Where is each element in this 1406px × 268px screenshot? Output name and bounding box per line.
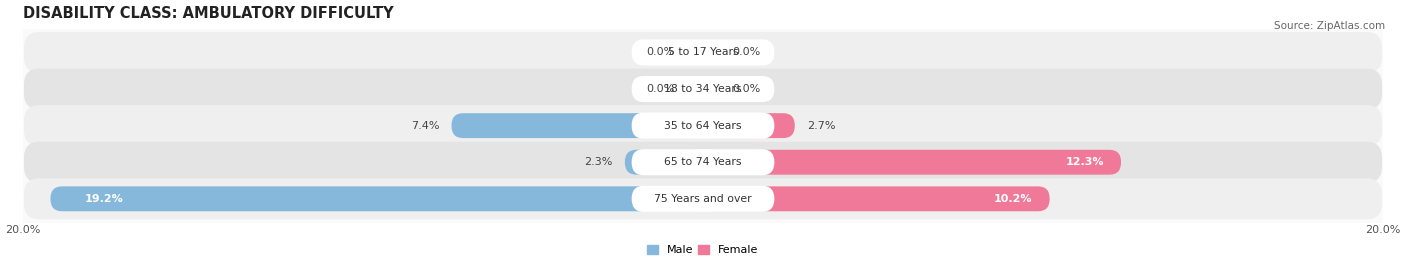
- FancyBboxPatch shape: [631, 149, 775, 175]
- FancyBboxPatch shape: [703, 40, 720, 65]
- FancyBboxPatch shape: [24, 32, 1382, 73]
- FancyBboxPatch shape: [24, 69, 1382, 110]
- FancyBboxPatch shape: [51, 186, 703, 211]
- Text: 75 Years and over: 75 Years and over: [654, 194, 752, 204]
- Text: 0.0%: 0.0%: [733, 84, 761, 94]
- Text: Source: ZipAtlas.com: Source: ZipAtlas.com: [1274, 21, 1385, 31]
- FancyBboxPatch shape: [631, 113, 775, 139]
- Text: 2.7%: 2.7%: [807, 121, 835, 131]
- FancyBboxPatch shape: [631, 39, 775, 65]
- FancyBboxPatch shape: [624, 150, 703, 175]
- Text: 12.3%: 12.3%: [1066, 157, 1104, 167]
- Text: 35 to 64 Years: 35 to 64 Years: [664, 121, 742, 131]
- FancyBboxPatch shape: [451, 113, 703, 138]
- FancyBboxPatch shape: [703, 77, 720, 102]
- FancyBboxPatch shape: [686, 40, 703, 65]
- Text: 19.2%: 19.2%: [84, 194, 124, 204]
- Text: 0.0%: 0.0%: [645, 84, 673, 94]
- FancyBboxPatch shape: [24, 142, 1382, 183]
- FancyBboxPatch shape: [703, 113, 794, 138]
- FancyBboxPatch shape: [686, 77, 703, 102]
- FancyBboxPatch shape: [703, 150, 1121, 175]
- Text: 7.4%: 7.4%: [411, 121, 440, 131]
- FancyBboxPatch shape: [703, 186, 1050, 211]
- Text: 10.2%: 10.2%: [994, 194, 1032, 204]
- Text: 5 to 17 Years: 5 to 17 Years: [668, 47, 738, 57]
- Text: 0.0%: 0.0%: [733, 47, 761, 57]
- Text: DISABILITY CLASS: AMBULATORY DIFFICULTY: DISABILITY CLASS: AMBULATORY DIFFICULTY: [24, 6, 394, 21]
- Text: 18 to 34 Years: 18 to 34 Years: [664, 84, 742, 94]
- FancyBboxPatch shape: [631, 186, 775, 212]
- FancyBboxPatch shape: [24, 105, 1382, 146]
- Text: 2.3%: 2.3%: [585, 157, 613, 167]
- Legend: Male, Female: Male, Female: [643, 240, 763, 260]
- FancyBboxPatch shape: [631, 76, 775, 102]
- Text: 65 to 74 Years: 65 to 74 Years: [664, 157, 742, 167]
- Text: 0.0%: 0.0%: [645, 47, 673, 57]
- FancyBboxPatch shape: [24, 178, 1382, 219]
